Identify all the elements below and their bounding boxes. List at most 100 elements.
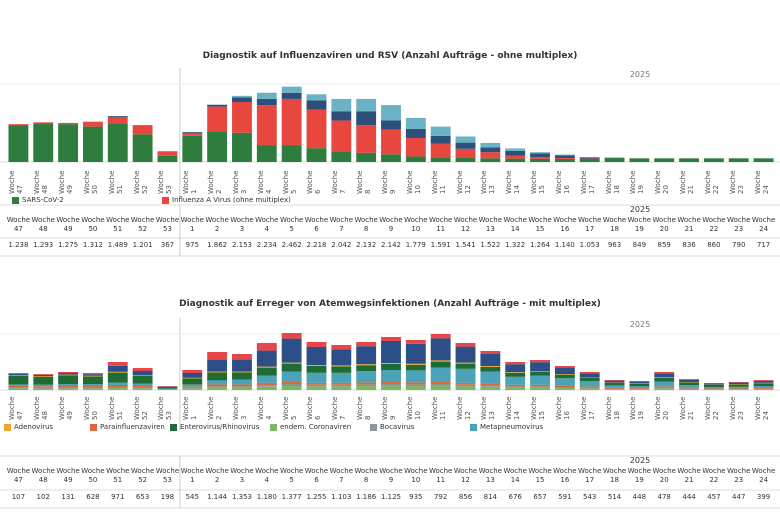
bar-segment xyxy=(83,375,103,377)
table-header: Woche 48 xyxy=(31,467,55,484)
bar-segment xyxy=(256,343,277,351)
x-tick-label: Woche 53 xyxy=(157,396,174,420)
bar-segment xyxy=(554,158,575,162)
x-tick-label: Woche 2 xyxy=(207,170,224,194)
bar-segment xyxy=(58,374,79,376)
table-header: Woche 4 xyxy=(255,467,279,484)
x-tick-label: Woche 9 xyxy=(381,396,397,420)
bar-segment xyxy=(306,109,327,149)
bar-segment xyxy=(232,379,252,385)
x-tick-label: Woche 15 xyxy=(530,170,547,194)
x-tick-label: Woche 23 xyxy=(728,396,745,420)
bar-segment xyxy=(381,154,401,162)
table-value: 399 xyxy=(756,493,771,501)
bar-segment xyxy=(381,120,401,130)
bar-segment xyxy=(256,386,277,390)
table-header: Woche 15 xyxy=(528,216,552,233)
bar-segment xyxy=(281,371,302,382)
bar-segment xyxy=(530,371,550,376)
legend-label: Enterovirus/Rhinovirus xyxy=(180,423,260,431)
x-tick-label: Woche 50 xyxy=(82,170,99,194)
bar-segment xyxy=(256,92,277,99)
table-value: 1.140 xyxy=(554,241,575,249)
table-value: 444 xyxy=(682,493,696,501)
bar-segment xyxy=(629,158,650,162)
bar-segment xyxy=(505,376,526,385)
bar-segment xyxy=(405,382,426,385)
bar-segment xyxy=(58,386,79,388)
bar-segment xyxy=(58,375,79,384)
bar-segment xyxy=(753,383,774,386)
legend-label: endem. Coronaviren xyxy=(280,423,352,431)
table-value: 860 xyxy=(707,241,721,249)
table-value: 1.103 xyxy=(331,493,352,501)
bar-segment xyxy=(306,347,327,365)
table-value: 447 xyxy=(732,493,746,501)
table-value: 131 xyxy=(61,493,75,501)
legend-label: SARS-CoV-2 xyxy=(22,196,64,204)
table-header: Woche 47 xyxy=(6,467,31,484)
bar-segment xyxy=(530,384,550,387)
bar-segment xyxy=(157,155,178,162)
table-header: Woche 23 xyxy=(727,467,751,484)
bar-segment xyxy=(8,386,29,388)
bar-segment xyxy=(33,374,54,376)
bar-segment xyxy=(405,384,426,386)
bar-segment xyxy=(629,381,650,382)
bar-segment xyxy=(107,388,128,390)
bar-segment xyxy=(405,343,426,364)
table-header: Woche 10 xyxy=(404,216,428,233)
chart-title: Diagnostik auf Influenzaviren und RSV (A… xyxy=(202,51,578,61)
bar-segment xyxy=(306,148,327,162)
table-header: Woche 24 xyxy=(751,216,776,233)
bar-segment xyxy=(33,376,54,385)
bar-segment xyxy=(58,124,79,162)
table-value: 963 xyxy=(607,241,622,249)
bar-segment xyxy=(232,359,252,372)
table-header: Woche 50 xyxy=(81,216,105,233)
table-header: Woche 49 xyxy=(56,467,80,484)
bar-segment xyxy=(654,387,675,389)
bar-segment xyxy=(107,382,128,385)
table-header: Woche 1 xyxy=(180,216,204,233)
x-tick-label: Woche 52 xyxy=(132,170,149,194)
table-year: 2025 xyxy=(629,456,651,465)
year-label: 2025 xyxy=(629,70,651,79)
bar-segment xyxy=(132,375,153,376)
table-header: Woche 20 xyxy=(652,216,676,233)
bar-segment xyxy=(331,366,352,373)
bar-segment xyxy=(554,154,575,156)
table-value: 849 xyxy=(632,241,647,249)
bar-segment xyxy=(480,385,501,387)
bar-segment xyxy=(356,98,377,112)
bar-segment xyxy=(381,370,401,382)
bar-segment xyxy=(753,380,774,381)
table-header: Woche 53 xyxy=(155,467,180,484)
bar-segment xyxy=(753,388,774,389)
bar-segment xyxy=(356,365,377,372)
bar-segment xyxy=(33,387,54,389)
bar-segment xyxy=(207,380,228,385)
bar-segment xyxy=(654,377,675,378)
bar-segment xyxy=(430,126,451,136)
x-tick-label: Woche 21 xyxy=(679,396,696,420)
bar-segment xyxy=(455,362,476,364)
bar-segment xyxy=(480,152,501,159)
table-header: Woche 24 xyxy=(751,467,776,484)
table-value: 102 xyxy=(36,493,50,501)
table-value: 1.377 xyxy=(281,493,302,501)
bar-segment xyxy=(629,386,650,388)
x-tick-label: Woche 6 xyxy=(306,396,323,420)
bar-segment xyxy=(505,372,526,377)
bar-segment xyxy=(107,117,128,124)
bar-segment xyxy=(505,386,526,388)
bar-segment xyxy=(182,370,203,373)
bar-segment xyxy=(679,158,699,162)
table-header: Woche 11 xyxy=(428,467,453,484)
x-tick-label: Woche 20 xyxy=(654,396,671,420)
table-value: 2.234 xyxy=(256,241,277,249)
bar-segment xyxy=(232,97,252,102)
table-header: Woche 22 xyxy=(702,467,726,484)
x-tick-label: Woche 10 xyxy=(405,170,422,194)
bar-segment xyxy=(455,346,476,363)
